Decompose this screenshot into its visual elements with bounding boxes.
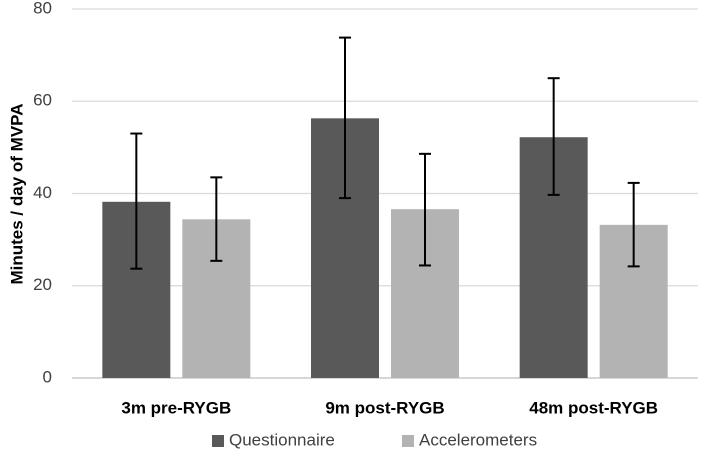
x-axis-categories: 3m pre-RYGB 9m post-RYGB 48m post-RYGB bbox=[121, 398, 658, 417]
legend-swatch bbox=[212, 435, 224, 447]
x-category-label: 48m post-RYGB bbox=[529, 398, 658, 417]
error-bars bbox=[130, 36, 640, 270]
legend-item-questionnaire: Questionnaire bbox=[212, 430, 335, 449]
y-axis-label: Minutes / day of MVPA bbox=[7, 103, 26, 284]
error-bar-questionnaire-1 bbox=[339, 36, 351, 200]
legend-item-accelerometers: Accelerometers bbox=[402, 430, 537, 449]
x-category-label: 9m post-RYGB bbox=[325, 398, 444, 417]
y-tick-label: 0 bbox=[43, 367, 52, 386]
legend-label: Accelerometers bbox=[419, 430, 537, 449]
y-axis-ticks: 0 20 40 60 80 bbox=[33, 0, 52, 386]
gridlines bbox=[72, 8, 698, 379]
error-bar-questionnaire-2 bbox=[547, 77, 560, 196]
bars bbox=[102, 118, 668, 378]
error-bar-accelerometers-1 bbox=[419, 152, 431, 267]
y-tick-label: 20 bbox=[33, 275, 52, 294]
error-bar-accelerometers-2 bbox=[627, 181, 640, 268]
legend-swatch bbox=[402, 435, 414, 447]
y-tick-label: 40 bbox=[33, 183, 52, 202]
y-tick-label: 80 bbox=[33, 0, 52, 17]
y-tick-label: 60 bbox=[33, 91, 52, 110]
error-bar-questionnaire-0 bbox=[130, 132, 143, 270]
x-category-label: 3m pre-RYGB bbox=[121, 398, 231, 417]
error-bar-accelerometers-0 bbox=[210, 176, 223, 262]
legend: Questionnaire Accelerometers bbox=[212, 430, 537, 449]
legend-label: Questionnaire bbox=[229, 430, 335, 449]
